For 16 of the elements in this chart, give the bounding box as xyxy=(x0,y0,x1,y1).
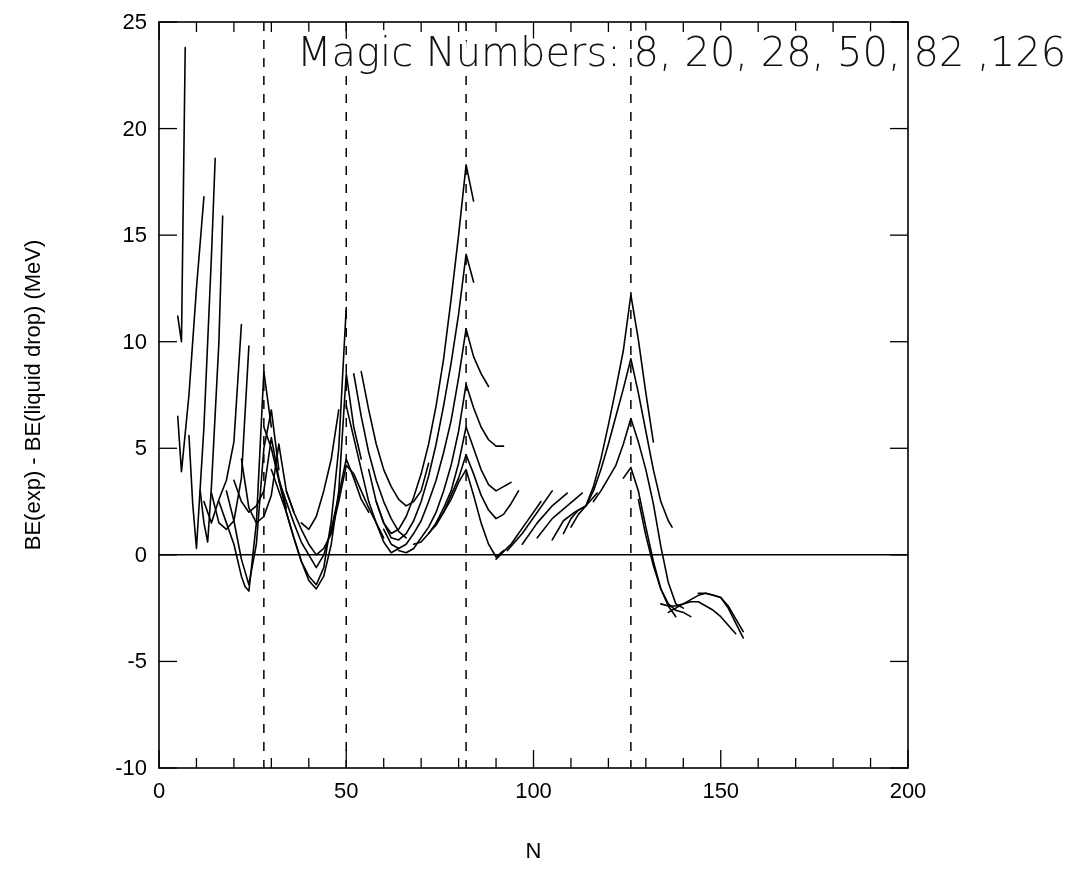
y-tick-label: 10 xyxy=(122,328,147,354)
x-tick-label: 100 xyxy=(515,777,552,803)
y-tick-label: 5 xyxy=(134,435,147,461)
y-tick-label: 15 xyxy=(122,222,147,248)
x-tick-label: 50 xyxy=(334,777,359,803)
y-tick-label: -10 xyxy=(115,755,147,781)
x-axis-title: N xyxy=(525,838,542,863)
annotation: Magic Numbers: 8, 20, 28, 50, 82 ,126 xyxy=(297,29,1067,75)
y-tick-label: 25 xyxy=(122,9,147,35)
x-tick-label: 0 xyxy=(152,777,166,803)
y-tick-label: -5 xyxy=(127,648,147,674)
y-tick-label: 0 xyxy=(134,541,147,567)
x-tick-label: 200 xyxy=(889,777,927,803)
y-tick-label: 20 xyxy=(122,115,147,141)
y-axis-title: BE(exp) - BE(liquid drop) (MeV) xyxy=(20,239,45,551)
x-tick-label: 150 xyxy=(702,777,740,803)
